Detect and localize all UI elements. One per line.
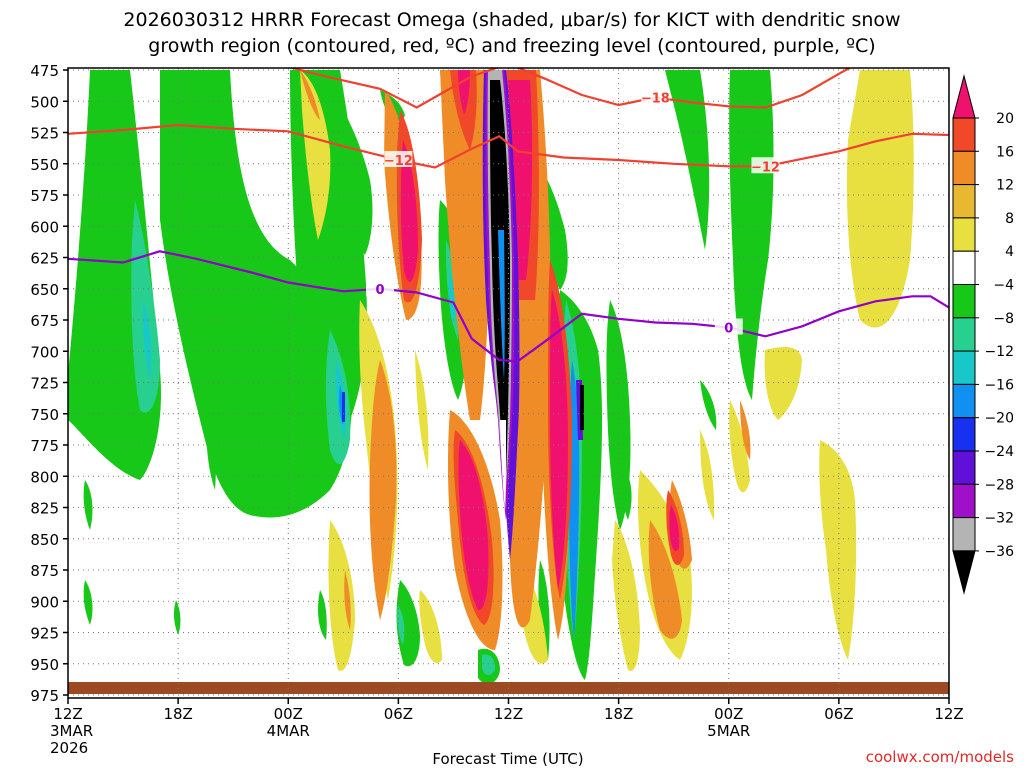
x-tick-label: 12Z — [494, 705, 523, 723]
x-tick-label: 06Z — [824, 705, 853, 723]
x-date-label: 3MAR — [50, 722, 93, 740]
colorbar-label: −36 — [984, 544, 1014, 560]
colorbar-label: 12 — [996, 178, 1014, 194]
dgz-minus12-contour — [68, 123, 949, 169]
colorbar-segment — [952, 517, 976, 552]
colorbar-segment — [952, 317, 976, 352]
colorbar-top-arrow — [952, 74, 976, 119]
colorbar-segment — [952, 383, 976, 419]
x-tick-label: 12Z — [53, 705, 82, 723]
y-tick-label: 675 — [30, 312, 59, 330]
x-axis-label: Forecast Time (UTC) — [432, 750, 583, 768]
y-tick-label: 650 — [30, 281, 59, 299]
y-tick-label: 925 — [30, 625, 59, 643]
y-tick-label: 525 — [30, 125, 59, 143]
y-tick-label: 900 — [30, 593, 59, 611]
colorbar-segment — [952, 250, 976, 285]
y-tick-label: 625 — [30, 250, 59, 268]
y-axis: 475 500 525 550 575 600 625 650 675 700 725 750 775 8… — [30, 62, 68, 705]
x-tick-label: 00Z — [714, 705, 743, 723]
x-tick-label: 18Z — [163, 705, 192, 723]
dgz-minus18-contour-label-bg — [641, 88, 670, 105]
colorbar-segment — [952, 417, 976, 452]
y-tick-label: 750 — [30, 406, 59, 424]
colorbar: 20 16 12 8 4 −4 −8 −12 −16 −20 −24 −28 −32 −36 — [952, 74, 1014, 595]
y-tick-label: 850 — [30, 531, 59, 549]
dgz-minus12-contour-label-bg — [751, 157, 780, 174]
colorbar-segment — [952, 184, 976, 219]
y-tick-label: 950 — [30, 656, 59, 674]
colorbar-segment — [952, 483, 976, 519]
y-tick-label: 975 — [30, 687, 59, 705]
x-year-label: 2026 — [50, 739, 88, 757]
y-tick-label: 575 — [30, 187, 59, 205]
colorbar-label: −28 — [984, 477, 1014, 493]
y-tick-label: 600 — [30, 218, 59, 236]
dgz-minus12-contour-label-bg — [384, 151, 413, 167]
y-tick-label: 875 — [30, 562, 59, 580]
x-tick-label: 00Z — [274, 705, 303, 723]
colorbar-segment — [952, 150, 976, 186]
freezing-level-contour-label-bg — [714, 318, 743, 335]
colorbar-label: 8 — [1005, 211, 1014, 227]
freezing-level-contour — [68, 250, 949, 363]
dgz-minus12-contour-label: −12 — [384, 154, 413, 169]
y-tick-label: 825 — [30, 500, 59, 518]
colorbar-label: 16 — [996, 144, 1014, 160]
y-tick-label: 775 — [30, 437, 59, 455]
x-tick-label: 18Z — [604, 705, 633, 723]
colorbar-label: 20 — [996, 111, 1014, 127]
credit-text: coolwx.com/models — [866, 748, 1014, 766]
y-tick-label: 475 — [30, 62, 59, 80]
colorbar-segment — [952, 350, 976, 385]
freezing-level-contour-label: 0 — [375, 283, 384, 298]
x-tick-label: 06Z — [384, 705, 413, 723]
y-tick-label: 700 — [30, 343, 59, 361]
colorbar-label: 4 — [1005, 244, 1014, 260]
dgz-minus18-contour — [288, 68, 852, 109]
dgz-minus18-contour-label: −18 — [641, 92, 670, 107]
colorbar-segment — [952, 117, 976, 152]
freezing-level-contour-label: 0 — [724, 322, 733, 337]
x-date-label: 4MAR — [267, 722, 310, 740]
gridlines — [68, 68, 949, 698]
contours: −12 −12 −18 0 0 — [68, 68, 949, 363]
colorbar-segment — [952, 450, 976, 485]
y-tick-label: 725 — [30, 375, 59, 393]
freezing-level-contour-label-bg — [366, 279, 395, 296]
x-date-label: 5MAR — [707, 722, 750, 740]
colorbar-label: −20 — [984, 411, 1014, 427]
colorbar-label: −8 — [993, 311, 1014, 327]
colorbar-label: −4 — [993, 278, 1014, 294]
x-tick-label: 12Z — [934, 705, 963, 723]
chart-title-line2: growth region (contoured, red, ºC) and f… — [148, 35, 875, 57]
colorbar-segment — [952, 284, 976, 319]
dgz-minus12-contour-label: −12 — [751, 160, 780, 175]
colorbar-segment — [952, 217, 976, 252]
colorbar-label: −24 — [984, 444, 1014, 460]
y-tick-label: 550 — [30, 156, 59, 174]
colorbar-bottom-arrow — [952, 550, 976, 595]
chart-title-line1: 2026030312 HRRR Forecast Omega (shaded, … — [123, 9, 900, 31]
colorbar-label: −16 — [984, 377, 1014, 393]
colorbar-label: −32 — [984, 511, 1014, 527]
y-tick-label: 800 — [30, 468, 59, 486]
colorbar-label: −12 — [984, 344, 1014, 360]
y-tick-label: 500 — [30, 93, 59, 111]
